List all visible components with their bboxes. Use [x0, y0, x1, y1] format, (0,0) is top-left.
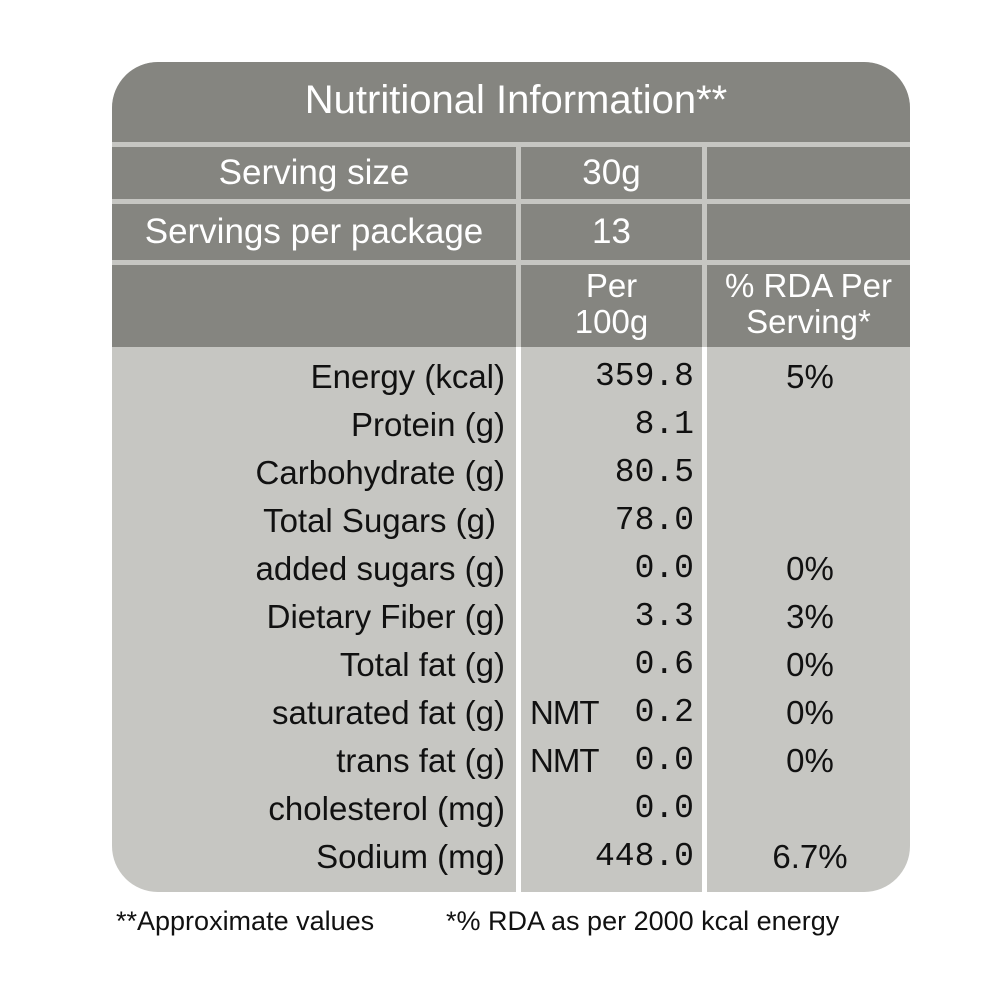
servings-per-package-value-cell: 13 — [521, 204, 702, 260]
nutrient-row-added-sugars: added sugars (g) 0.0 0% — [112, 546, 910, 594]
panel-title: Nutritional Information** — [304, 78, 728, 122]
nutrition-panel: Nutritional Information** Serving size 3… — [112, 62, 910, 892]
servings-per-package-empty-cell — [707, 204, 910, 260]
nutrient-value: 0.2 — [634, 694, 694, 731]
nutrient-rda: 6.7% — [772, 838, 848, 875]
nutrient-row-trans-fat: trans fat (g) NMT 0.0 0% — [112, 738, 910, 786]
nutrient-row-total-sugars: Total Sugars (g) 78.0 — [112, 498, 910, 546]
nutrient-row-total-fat: Total fat (g) 0.6 0% — [112, 642, 910, 690]
nutrient-label: Energy (kcal) — [310, 358, 505, 395]
nutrient-prefix: NMT — [530, 742, 599, 779]
nutrient-rda: 5% — [786, 358, 834, 395]
nutrient-row-saturated-fat: saturated fat (g) NMT 0.2 0% — [112, 690, 910, 738]
column-divider-1 — [516, 347, 521, 892]
column-header-per-100g: Per 100g — [521, 265, 702, 347]
nutrient-label: trans fat (g) — [336, 742, 505, 779]
column-divider-2 — [702, 347, 707, 892]
nutrient-label: Sodium (mg) — [316, 838, 505, 875]
nutrient-label: Total Sugars (g) — [263, 502, 496, 539]
nutrient-value: 8.1 — [634, 406, 694, 443]
serving-size-value: 30g — [582, 153, 641, 192]
nutrient-rda: 0% — [786, 646, 834, 683]
nutrient-value: 0.0 — [634, 790, 694, 827]
servings-per-package-value: 13 — [592, 212, 631, 251]
serving-size-label-cell: Serving size — [112, 147, 516, 199]
nutrient-label: cholesterol (mg) — [268, 790, 505, 827]
nutrient-value: 3.3 — [634, 598, 694, 635]
nutrient-row-dietary-fiber: Dietary Fiber (g) 3.3 3% — [112, 594, 910, 642]
nutrient-value: 0.0 — [634, 550, 694, 587]
nutrient-label: Carbohydrate (g) — [255, 454, 505, 491]
rda-line1: % RDA Per — [725, 267, 892, 304]
nutrient-label: Protein (g) — [350, 406, 505, 443]
serving-size-value-cell: 30g — [521, 147, 702, 199]
nutrient-row-carbohydrate: Carbohydrate (g) 80.5 — [112, 450, 910, 498]
column-header-empty-cell — [112, 265, 516, 347]
nutrient-prefix: NMT — [530, 694, 599, 731]
rda-line2: Serving* — [746, 303, 871, 340]
footnote-approximate: **Approximate values — [116, 906, 375, 936]
nutrient-rda: 3% — [786, 598, 834, 635]
nutrient-value: 0.6 — [634, 646, 694, 683]
servings-per-package-label-cell: Servings per package — [112, 204, 516, 260]
nutrient-value: 78.0 — [614, 502, 694, 539]
nutrient-rda: 0% — [786, 694, 834, 731]
nutrient-row-sodium: Sodium (mg) 448.0 6.7% — [112, 834, 910, 882]
nutrient-label: Dietary Fiber (g) — [266, 598, 505, 635]
per-100g-line2: 100g — [574, 303, 649, 340]
nutrient-row-energy: Energy (kcal) 359.8 5% — [112, 354, 910, 402]
nutrient-value: 0.0 — [634, 742, 694, 779]
nutrient-rda: 0% — [786, 550, 834, 587]
nutrient-value: 359.8 — [594, 358, 694, 395]
nutrient-value: 80.5 — [614, 454, 694, 491]
nutrient-label: added sugars (g) — [255, 550, 505, 587]
serving-size-empty-cell — [707, 147, 910, 199]
nutrient-row-protein: Protein (g) 8.1 — [112, 402, 910, 450]
per-100g-line1: Per — [585, 267, 638, 304]
nutrient-row-cholesterol: cholesterol (mg) 0.0 — [112, 786, 910, 834]
servings-per-package-label: Servings per package — [144, 212, 484, 251]
nutrient-label: saturated fat (g) — [272, 694, 505, 731]
nutrient-rda: 0% — [786, 742, 834, 779]
title-bar: Nutritional Information** — [112, 62, 910, 142]
footnote-rda-basis: *% RDA as per 2000 kcal energy — [446, 906, 840, 936]
nutrient-label: Total fat (g) — [339, 646, 505, 683]
nutrient-value: 448.0 — [594, 838, 694, 875]
column-header-rda: % RDA Per Serving* — [707, 265, 910, 347]
serving-size-label: Serving size — [218, 153, 410, 192]
